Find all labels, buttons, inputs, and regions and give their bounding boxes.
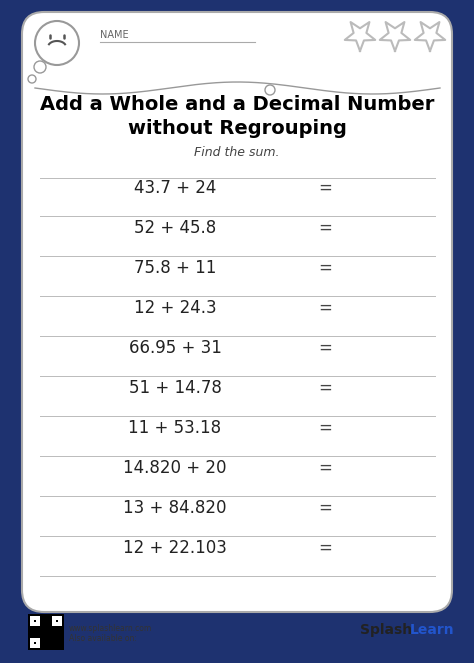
Text: Learn: Learn — [410, 623, 455, 637]
Text: =: = — [318, 499, 332, 517]
FancyBboxPatch shape — [54, 618, 60, 624]
Text: =: = — [318, 339, 332, 357]
Text: =: = — [318, 459, 332, 477]
Text: NAME: NAME — [100, 30, 128, 40]
Circle shape — [28, 75, 36, 83]
Text: Also available on:: Also available on: — [69, 634, 137, 643]
Text: 66.95 + 31: 66.95 + 31 — [128, 339, 221, 357]
Text: =: = — [318, 179, 332, 197]
Text: www.splashlearn.com: www.splashlearn.com — [69, 624, 152, 633]
FancyBboxPatch shape — [34, 642, 36, 644]
Text: 75.8 + 11: 75.8 + 11 — [134, 259, 216, 277]
Circle shape — [35, 21, 79, 65]
Text: =: = — [318, 539, 332, 557]
FancyBboxPatch shape — [30, 638, 40, 648]
FancyBboxPatch shape — [52, 616, 62, 626]
FancyBboxPatch shape — [32, 618, 38, 624]
FancyBboxPatch shape — [34, 620, 36, 622]
Text: =: = — [318, 299, 332, 317]
Text: without Regrouping: without Regrouping — [128, 119, 346, 137]
FancyBboxPatch shape — [32, 640, 38, 646]
Text: =: = — [318, 219, 332, 237]
FancyBboxPatch shape — [30, 616, 40, 626]
Circle shape — [34, 61, 46, 73]
Text: 13 + 84.820: 13 + 84.820 — [123, 499, 227, 517]
Text: Add a Whole and a Decimal Number: Add a Whole and a Decimal Number — [40, 95, 434, 115]
Text: 51 + 14.78: 51 + 14.78 — [128, 379, 221, 397]
FancyBboxPatch shape — [28, 614, 64, 650]
Text: =: = — [318, 259, 332, 277]
Text: =: = — [318, 379, 332, 397]
Text: 43.7 + 24: 43.7 + 24 — [134, 179, 216, 197]
Text: 12 + 22.103: 12 + 22.103 — [123, 539, 227, 557]
FancyBboxPatch shape — [56, 620, 58, 622]
Text: Find the sum.: Find the sum. — [194, 145, 280, 158]
Text: 12 + 24.3: 12 + 24.3 — [134, 299, 216, 317]
Text: 14.820 + 20: 14.820 + 20 — [123, 459, 227, 477]
FancyBboxPatch shape — [22, 12, 452, 612]
Circle shape — [265, 85, 275, 95]
Text: Splash: Splash — [360, 623, 412, 637]
Text: =: = — [318, 419, 332, 437]
Text: 52 + 45.8: 52 + 45.8 — [134, 219, 216, 237]
Text: 11 + 53.18: 11 + 53.18 — [128, 419, 221, 437]
